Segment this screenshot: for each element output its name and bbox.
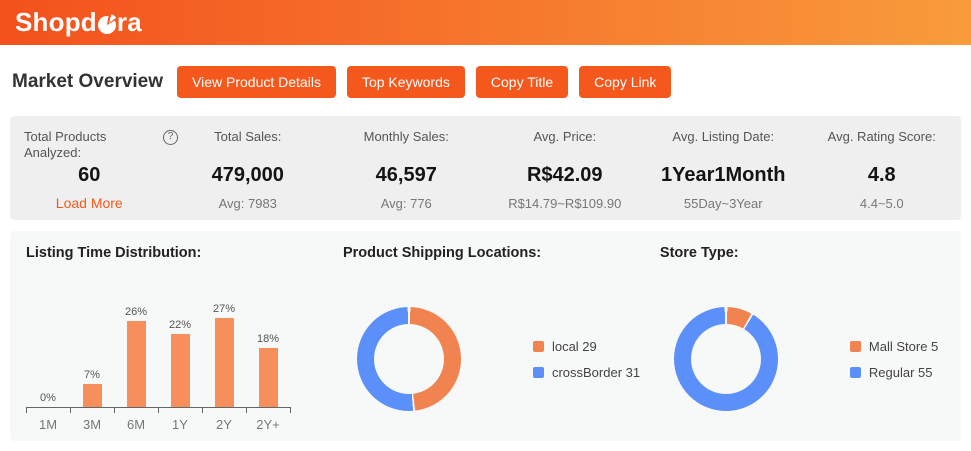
bar-rect [258,348,278,407]
stat-total-sales: Total Sales: 479,000 Avg: 7983 [169,129,328,220]
bar-rect [126,321,146,407]
stat-sub-value: 55Day~3Year [683,196,763,211]
axis-tick [114,408,158,413]
bar-value-label: 18% [256,333,280,345]
stat-avg-rating: Avg. Rating Score: 4.8 4.4~5.0 [803,129,962,220]
bar-value-label: 26% [124,306,148,318]
stat-value: 479,000 [211,164,284,186]
bar: 18% [246,333,290,407]
bar-rect [214,318,234,407]
bar: 26% [114,306,158,407]
chart-title: Listing Time Distribution: [26,245,202,261]
stat-sub-value: Avg: 776 [380,196,432,211]
legend-label: crossBorder 31 [551,364,641,380]
bar-chart-category-labels: 1M 3M 6M 1Y 2Y 2Y+ [26,417,291,432]
donut-chart-row: Mall Store 5 Regular 55 [660,307,961,411]
category-label: 2Y+ [256,417,280,432]
app-header: Shopd ra [0,0,971,45]
logo-text-suffix: ra [116,7,142,37]
load-more-link[interactable]: Load More [55,195,123,211]
legend-item[interactable]: local 29 [532,338,640,354]
store-type-chart: Store Type: Mall Store 5 Regular 55 [644,231,961,441]
store-type-legend: Mall Store 5 Regular 55 [849,338,939,380]
stat-label: Monthly Sales: [363,129,449,144]
bar-value-label: 7% [84,369,100,381]
stat-value: 4.8 [867,164,896,186]
stat-avg-price: Avg. Price: R$42.09 R$14.79~R$109.90 [486,129,645,220]
stat-label: Avg. Price: [533,129,597,144]
bar-rect [170,334,190,407]
legend-label: Regular 55 [868,364,933,380]
legend-label: local 29 [551,338,597,354]
legend-item[interactable]: Regular 55 [849,364,938,380]
axis-tick [202,408,246,413]
legend-swatch [532,366,544,378]
stat-value: 46,597 [375,164,437,186]
axis-tick [26,408,70,413]
category-label: 3M [82,417,102,432]
axis-tick [158,408,202,413]
bar-chart-axis-ticks [26,408,291,413]
category-label: 6M [126,417,146,432]
shipping-locations-donut [356,307,461,411]
page-title: Market Overview [12,71,164,92]
bar-rect [82,384,102,407]
donut-hole [690,324,761,394]
stat-sub-value: Avg: 7983 [218,196,277,211]
stat-value: 1Year1Month [661,164,786,186]
stat-label: Total Sales: [214,129,282,144]
axis-tick [70,408,114,413]
donut-hole [373,324,444,394]
chart-title: Product Shipping Locations: [342,245,542,261]
main-content: Market Overview View Product Details Top… [0,66,971,441]
view-product-details-button[interactable]: View Product Details [177,66,336,98]
copy-link-button[interactable]: Copy Link [579,66,672,98]
bar-value-label: 27% [212,303,236,315]
legend-swatch [532,340,544,352]
axis-tick [246,408,290,413]
legend-item[interactable]: crossBorder 31 [532,364,641,380]
stat-monthly-sales: Monthly Sales: 46,597 Avg: 776 [327,129,486,220]
pie-chart-logo-icon [97,15,116,34]
bar-chart: 0% 7% 26% 22% 27% 18% 1M 3M 6M 1Y 2Y 2Y+ [26,293,291,432]
bar: 22% [158,319,202,407]
stat-label: Total Products Analyzed: [24,129,107,160]
help-icon[interactable]: ? [163,130,178,145]
copy-title-button[interactable]: Copy Title [475,66,569,98]
legend-swatch [849,340,861,352]
legend-label: Mall Store 5 [868,338,939,354]
bar-value-label: 22% [168,319,192,331]
legend-item[interactable]: Mall Store 5 [849,338,939,354]
stat-total-products: Total Products Analyzed: ? 60 Load More [10,129,178,220]
stat-value: 60 [78,164,101,186]
listing-time-chart: Listing Time Distribution: 0% 7% 26% 22% 27%… [10,231,327,441]
bar: 7% [70,369,114,407]
app-logo: Shopd ra [15,7,142,38]
top-keywords-button[interactable]: Top Keywords [346,66,465,98]
stat-label: Avg. Rating Score: [827,129,936,144]
overview-toolbar: Market Overview View Product Details Top… [10,66,961,98]
category-label: 1M [38,417,58,432]
charts-panel: Listing Time Distribution: 0% 7% 26% 22% 27%… [10,231,961,441]
stat-sub-value: 4.4~5.0 [859,196,904,211]
shipping-locations-legend: local 29 crossBorder 31 [532,338,641,380]
stat-sub-value: R$14.79~R$109.90 [508,196,622,211]
stat-value: R$42.09 [526,164,603,186]
bar-value-label: 0% [40,392,56,404]
stats-summary-panel: Total Products Analyzed: ? 60 Load More … [10,116,961,220]
shipping-locations-chart: Product Shipping Locations: local 29 cros… [327,231,644,441]
bar: 0% [26,392,70,407]
category-label: 1Y [172,417,188,432]
bar: 27% [202,303,246,407]
stat-label: Avg. Listing Date: [672,129,775,144]
donut-chart-row: local 29 crossBorder 31 [343,307,644,411]
stat-avg-listing-date: Avg. Listing Date: 1Year1Month 55Day~3Ye… [644,129,803,220]
store-type-donut [673,307,778,411]
logo-text-prefix: Shopd [15,7,97,37]
legend-swatch [849,366,861,378]
bar-chart-plot-area: 0% 7% 26% 22% 27% 18% [26,293,291,408]
category-label: 2Y [216,417,232,432]
chart-title: Store Type: [659,245,739,261]
